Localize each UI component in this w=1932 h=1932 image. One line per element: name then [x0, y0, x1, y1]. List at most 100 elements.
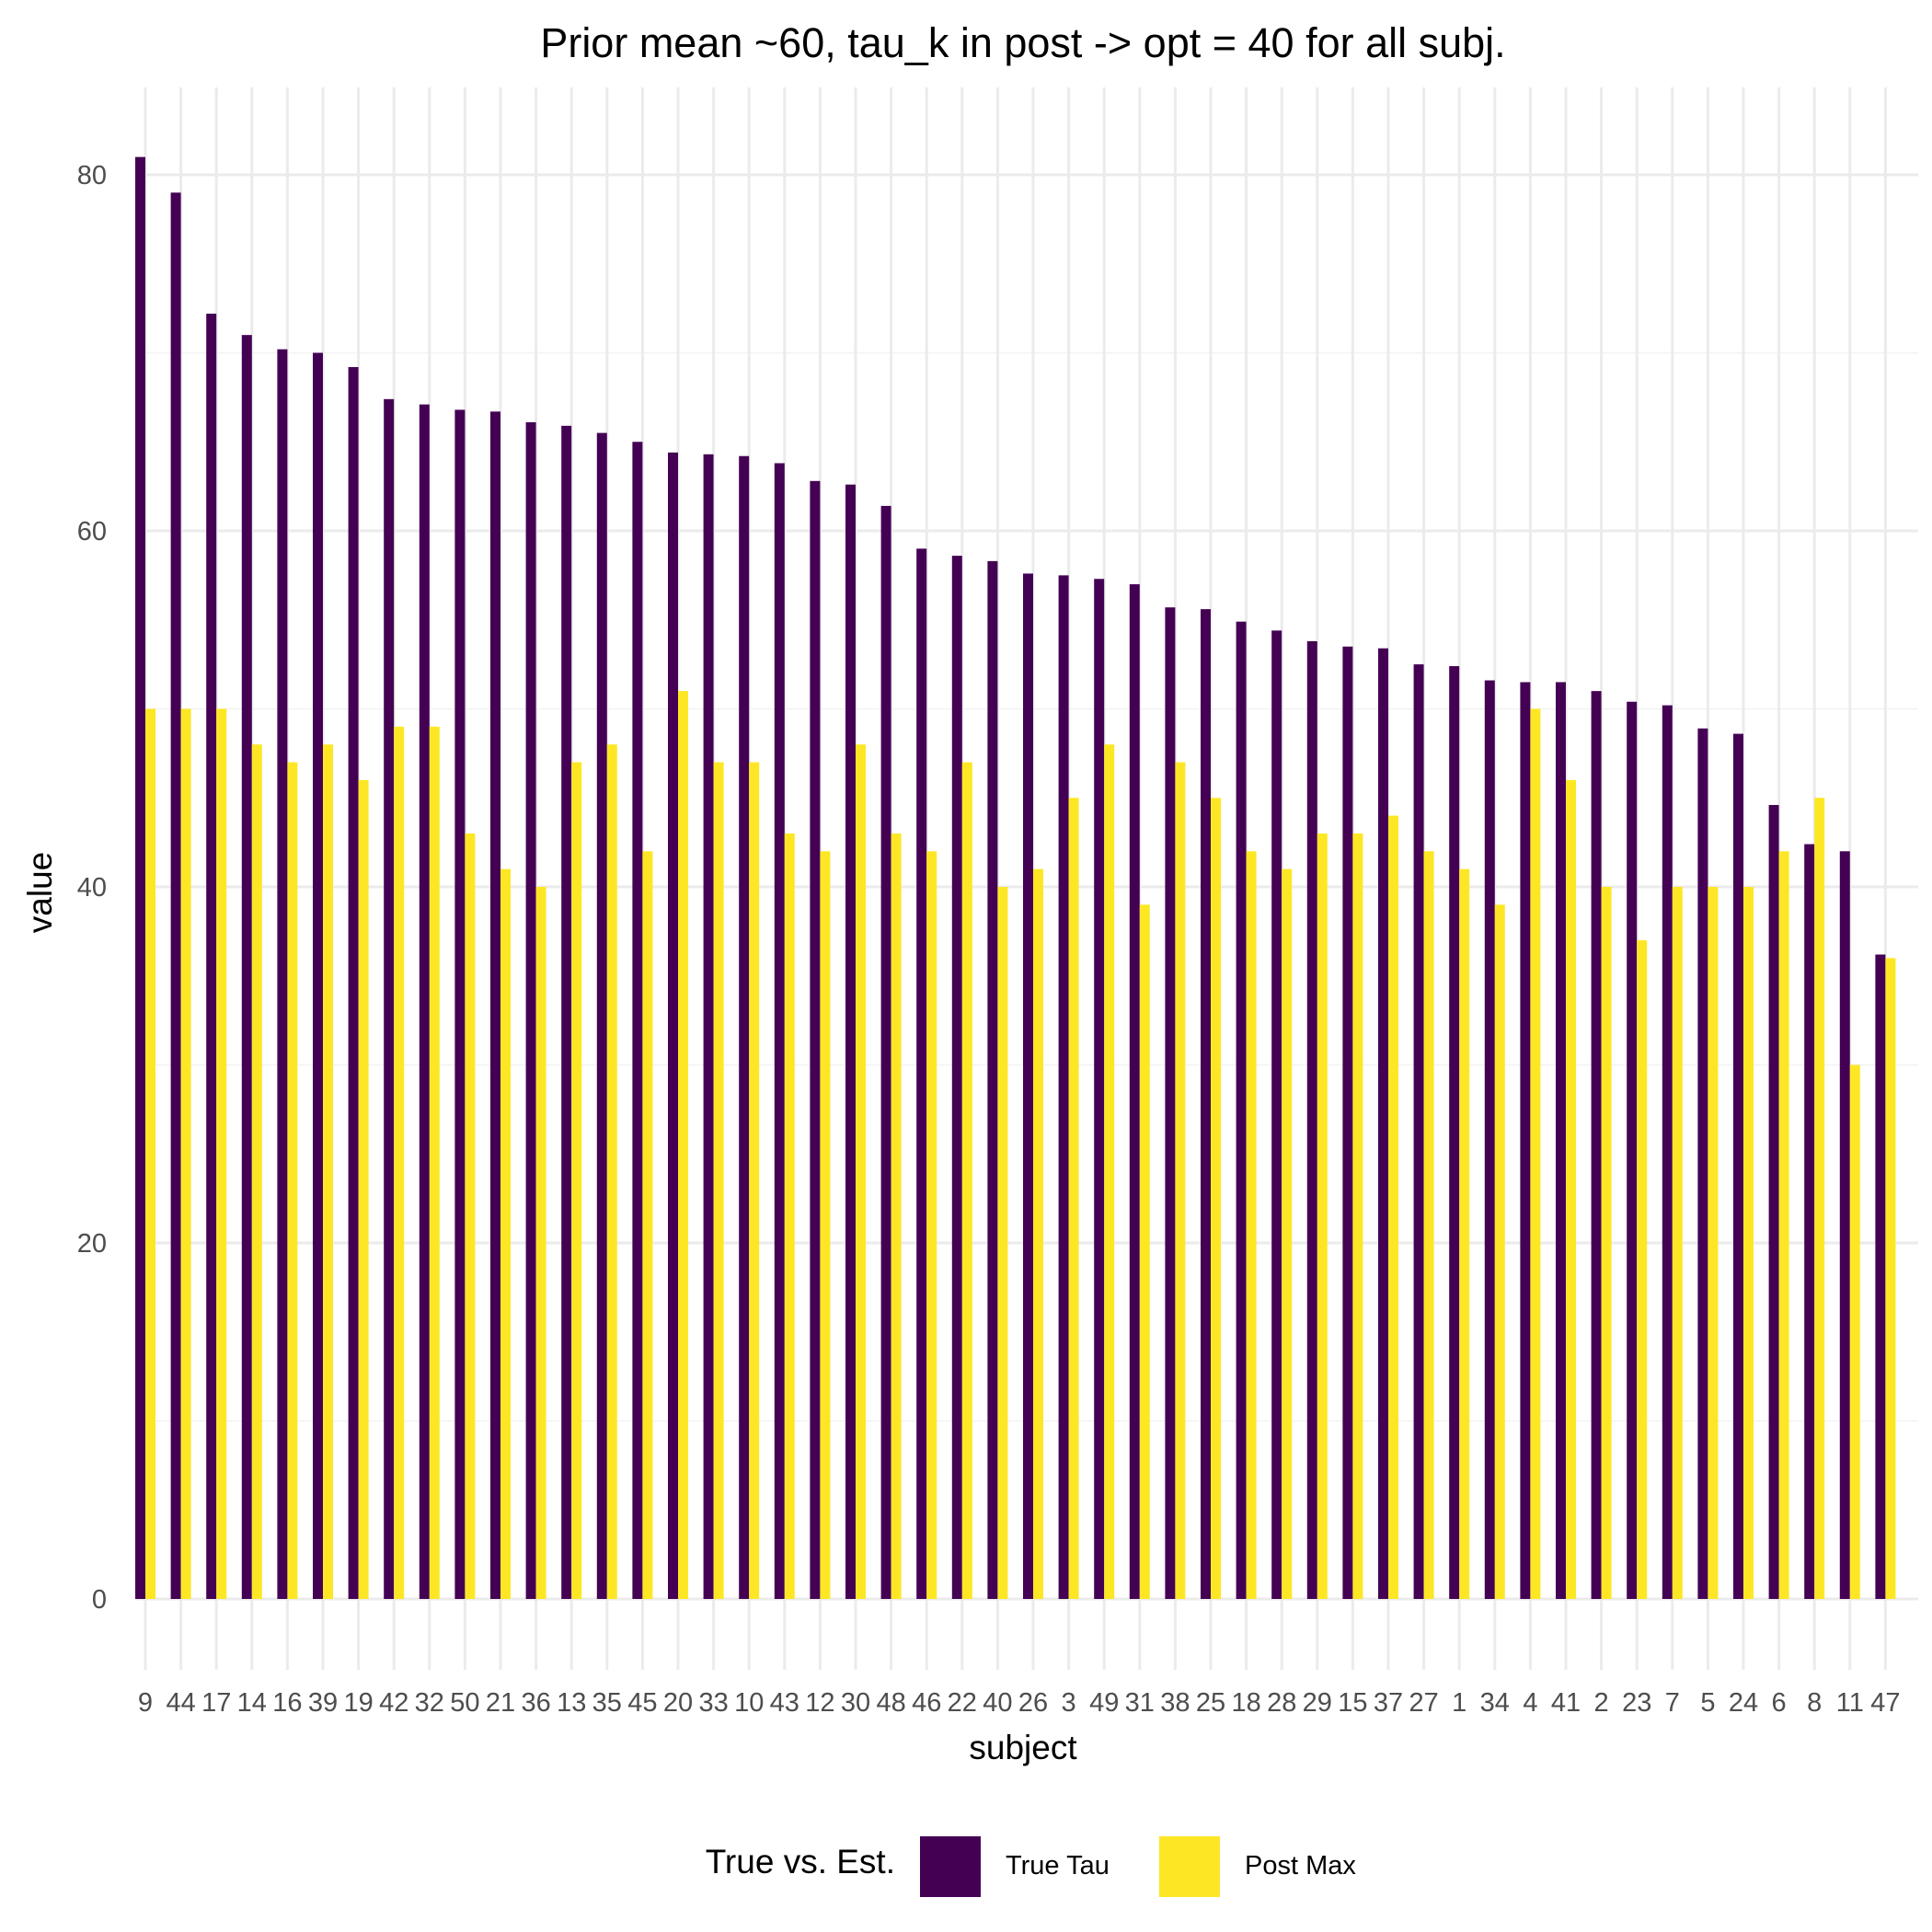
bar-post-max-38 — [1175, 762, 1186, 1599]
x-tick-label: 48 — [876, 1688, 905, 1718]
y-axis-ticks: 0 20 40 60 80 — [77, 161, 107, 1615]
bar-true-tau-46 — [916, 548, 927, 1599]
bar-post-max-19 — [358, 779, 369, 1599]
x-tick-label: 16 — [272, 1688, 302, 1718]
x-tick-label: 33 — [698, 1688, 728, 1718]
x-axis-title: subject — [969, 1729, 1077, 1766]
legend-swatch-post-max — [1159, 1836, 1220, 1897]
x-tick-label: 6 — [1772, 1688, 1787, 1718]
bar-true-tau-4 — [1520, 682, 1531, 1599]
x-tick-label: 4 — [1523, 1688, 1537, 1718]
bar-post-max-5 — [1708, 887, 1719, 1599]
bar-true-tau-23 — [1627, 701, 1638, 1599]
y-tick-label: 20 — [77, 1229, 107, 1259]
x-tick-label: 32 — [415, 1688, 444, 1718]
bar-post-max-33 — [713, 762, 724, 1599]
legend-label-post-max: Post Max — [1245, 1851, 1356, 1880]
bar-post-max-40 — [997, 887, 1008, 1599]
bar-post-max-41 — [1566, 779, 1576, 1599]
bar-post-max-26 — [1033, 868, 1043, 1599]
bar-post-max-35 — [606, 744, 617, 1599]
bar-post-max-46 — [926, 851, 937, 1599]
x-tick-label: 15 — [1338, 1688, 1367, 1718]
bar-post-max-50 — [465, 833, 476, 1599]
y-tick-label: 80 — [77, 161, 107, 190]
x-tick-label: 13 — [557, 1688, 586, 1718]
x-tick-label: 43 — [770, 1688, 799, 1718]
bar-true-tau-44 — [170, 192, 181, 1600]
x-tick-label: 35 — [592, 1688, 622, 1718]
bar-post-max-23 — [1637, 940, 1648, 1599]
bar-post-max-37 — [1388, 815, 1398, 1599]
x-tick-label: 40 — [983, 1688, 1012, 1718]
bar-true-tau-32 — [419, 404, 430, 1599]
bar-true-tau-40 — [987, 560, 998, 1599]
bar-true-tau-36 — [525, 421, 536, 1600]
x-tick-label: 14 — [237, 1688, 267, 1718]
bar-true-tau-26 — [1023, 573, 1033, 1600]
bar-true-tau-16 — [277, 349, 288, 1599]
bar-post-max-29 — [1317, 833, 1328, 1599]
bar-post-max-44 — [180, 708, 191, 1599]
bar-true-tau-29 — [1306, 640, 1317, 1599]
x-tick-label: 1 — [1452, 1688, 1466, 1718]
x-tick-label: 28 — [1267, 1688, 1296, 1718]
bar-true-tau-2 — [1591, 691, 1602, 1599]
bar-true-tau-8 — [1804, 844, 1815, 1599]
bar-true-tau-15 — [1342, 646, 1353, 1599]
x-tick-label: 12 — [805, 1688, 834, 1718]
bar-post-max-1 — [1459, 868, 1470, 1599]
x-tick-label: 20 — [663, 1688, 693, 1718]
bar-true-tau-50 — [454, 409, 466, 1599]
bar-post-max-27 — [1423, 851, 1434, 1599]
x-tick-label: 38 — [1160, 1688, 1190, 1718]
x-tick-label: 25 — [1196, 1688, 1225, 1718]
bar-post-max-13 — [571, 762, 582, 1599]
bar-post-max-18 — [1246, 851, 1257, 1599]
legend-swatch-true-tau — [920, 1836, 981, 1897]
bar-true-tau-13 — [561, 425, 572, 1600]
x-tick-label: 44 — [166, 1688, 195, 1718]
bar-post-max-49 — [1104, 744, 1115, 1599]
bar-true-tau-39 — [313, 352, 323, 1599]
bar-true-tau-45 — [632, 442, 643, 1599]
x-tick-label: 27 — [1409, 1688, 1438, 1718]
bar-post-max-6 — [1778, 851, 1789, 1599]
x-tick-label: 37 — [1374, 1688, 1403, 1718]
x-tick-label: 22 — [948, 1688, 977, 1718]
x-tick-label: 19 — [343, 1688, 373, 1718]
bar-true-tau-43 — [774, 463, 785, 1600]
bar-post-max-2 — [1601, 887, 1612, 1599]
x-tick-label: 47 — [1870, 1688, 1900, 1718]
bars — [135, 156, 1896, 1600]
bar-post-max-20 — [678, 691, 688, 1599]
bar-true-tau-5 — [1697, 728, 1708, 1599]
bar-true-tau-37 — [1378, 648, 1388, 1600]
x-tick-label: 46 — [912, 1688, 941, 1718]
x-tick-label: 49 — [1089, 1688, 1119, 1718]
bar-true-tau-31 — [1129, 584, 1140, 1599]
bar-post-max-12 — [820, 851, 831, 1599]
bar-true-tau-28 — [1271, 630, 1282, 1599]
x-tick-label: 36 — [521, 1688, 550, 1718]
x-tick-label: 17 — [201, 1688, 231, 1718]
bar-true-tau-12 — [810, 480, 821, 1599]
y-axis-title: value — [21, 852, 59, 933]
bar-post-max-17 — [216, 708, 227, 1599]
x-tick-label: 30 — [841, 1688, 870, 1718]
bar-true-tau-47 — [1875, 954, 1886, 1599]
bar-true-tau-34 — [1484, 680, 1495, 1599]
y-tick-label: 60 — [77, 517, 107, 546]
bar-true-tau-24 — [1733, 733, 1743, 1599]
bar-post-max-47 — [1885, 958, 1896, 1599]
x-tick-label: 29 — [1303, 1688, 1332, 1718]
x-tick-label: 31 — [1125, 1688, 1155, 1718]
bar-true-tau-11 — [1839, 851, 1850, 1599]
chart-title: Prior mean ~60, tau_k in post -> opt = 4… — [540, 19, 1505, 66]
x-tick-label: 45 — [627, 1688, 657, 1718]
bar-true-tau-30 — [845, 484, 856, 1600]
x-tick-label: 21 — [486, 1688, 515, 1718]
bar-post-max-28 — [1282, 868, 1293, 1599]
x-axis-ticks: 9 44 17 14 16 39 19 42 32 50 21 36 13 35 45 20 33 10 43 12 3… — [138, 1688, 1901, 1718]
